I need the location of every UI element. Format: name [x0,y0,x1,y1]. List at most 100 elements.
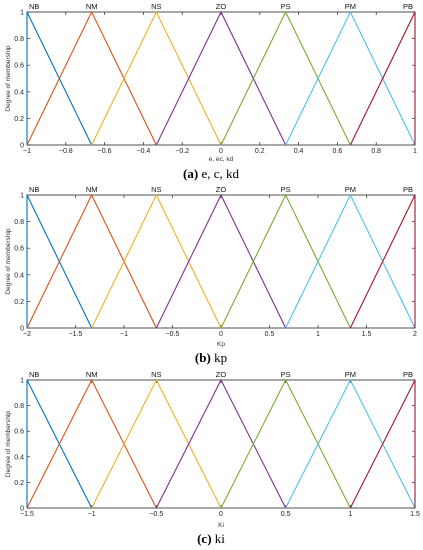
y-tick-label: 0.8 [14,403,24,410]
x-tick-label: −1 [23,148,31,155]
series-line-nb [26,11,93,146]
series-label-nm: NM [86,185,98,194]
x-tick-label: 0.6 [333,148,343,155]
x-tick-label: −0.8 [59,148,73,155]
caption-letter: (b) [195,350,211,365]
series-line-pb [349,194,416,329]
x-tick-label: 0.8 [371,148,381,155]
series-label-pb: PB [403,370,413,379]
series-line-pm [285,378,416,509]
x-tick-label: 0 [219,511,223,518]
x-tick-label: 1.5 [362,331,372,338]
series-label-ps: PS [281,185,291,194]
y-tick-label: 0.8 [14,219,24,226]
y-tick-label: 1 [20,10,24,17]
y-tick-label: 1 [20,193,24,200]
series-label-nm: NM [86,2,98,11]
x-tick-label: −0.5 [166,331,180,338]
x-tick-label: −1 [88,511,96,518]
series-label-pm: PM [345,2,356,11]
series-line-ps [220,10,351,146]
caption-text: e, c, kd [198,166,239,181]
plot-frame [26,194,416,329]
series-label-nm: NM [86,370,98,379]
x-tick-label: −0.6 [98,148,112,155]
panel-caption: (c) ki [197,531,225,546]
caption-text: ki [212,531,226,546]
x-tick-label: −0.5 [149,511,163,518]
x-tick-label: 0.4 [294,148,304,155]
y-axis-label: Degree of membership [5,411,12,477]
series-line-nb [26,194,93,329]
y-tick-label: 0.4 [14,89,24,96]
y-tick-label: 0.2 [14,480,24,487]
series-line-nm [26,10,157,146]
y-tick-label: 0.2 [14,116,24,123]
x-tick-label: 1 [348,511,352,518]
y-tick-label: 0.6 [14,63,24,70]
series-line-pm [285,10,416,146]
series-line-pm [285,193,416,329]
series-line-zo [155,378,287,509]
series-label-pb: PB [403,2,413,11]
y-axis-label: Degree of membership [5,45,12,111]
caption-letter: (a) [183,166,198,181]
series-label-zo: ZO [216,185,227,194]
y-tick-label: 0.6 [14,429,24,436]
series-label-ps: PS [281,2,291,11]
x-tick-label: −0.4 [136,148,150,155]
series-line-pb [349,11,416,146]
y-tick-label: 0 [20,143,24,150]
y-tick-label: 0.4 [14,454,24,461]
series-line-nm [26,193,157,329]
x-tick-label: −0.2 [175,148,189,155]
series-label-nb: NB [29,2,39,11]
series-line-ns [91,378,222,509]
y-tick-label: 0.6 [14,246,24,253]
y-tick-label: 0 [20,326,24,333]
series-line-nm [26,378,157,509]
series-line-nb [26,379,93,509]
x-tick-label: 0.5 [281,511,291,518]
y-tick-label: 0.2 [14,299,24,306]
series-label-ns: NS [151,2,161,11]
series-line-zo [155,10,287,146]
series-line-ps [220,378,351,509]
series-line-ns [91,10,222,146]
series-label-pm: PM [345,370,356,379]
series-label-ns: NS [151,185,161,194]
series-label-ns: NS [151,370,161,379]
x-tick-label: −2 [23,331,31,338]
x-tick-label: −1.5 [69,331,83,338]
caption-text: kp [211,350,227,365]
series-line-zo [155,193,287,329]
series-label-nb: NB [29,185,39,194]
x-tick-label: 1 [316,331,320,338]
series-label-ps: PS [281,370,291,379]
series-line-ps [220,193,351,329]
caption-letter: (c) [197,531,211,546]
series-label-zo: ZO [216,370,227,379]
panel-caption: (b) kp [195,350,227,365]
x-axis-label: e, ec, kd [209,156,234,163]
plot-frame [26,379,416,509]
series-line-ns [91,193,222,329]
series-label-nb: NB [29,370,39,379]
y-tick-label: 0.4 [14,272,24,279]
x-tick-label: 1.5 [410,511,420,518]
x-axis-label: Ki [218,522,224,529]
y-tick-label: 0 [20,506,24,513]
series-line-pb [349,379,416,509]
x-tick-label: 0.2 [255,148,265,155]
panel-caption: (a) e, c, kd [183,166,239,181]
x-tick-label: 0 [219,148,223,155]
series-label-pm: PM [345,185,356,194]
chart-panel-2: −2 −1.5 −1 −0.5 0 0.5 1 1.5 2 0 0.2 0.4 0.6 0.8 1 NB NM N… [5,185,417,365]
x-tick-label: 2 [413,331,417,338]
x-tick-label: −1 [120,331,128,338]
chart-panel-3: −1.5 −1 −0.5 0 0.5 1 1.5 0 0.2 0.4 0.6 0.8 1 NB NM NS ZO… [5,370,420,546]
y-tick-label: 0.8 [14,36,24,43]
x-axis-label: Kp [217,341,225,348]
x-tick-label: 0 [219,331,223,338]
